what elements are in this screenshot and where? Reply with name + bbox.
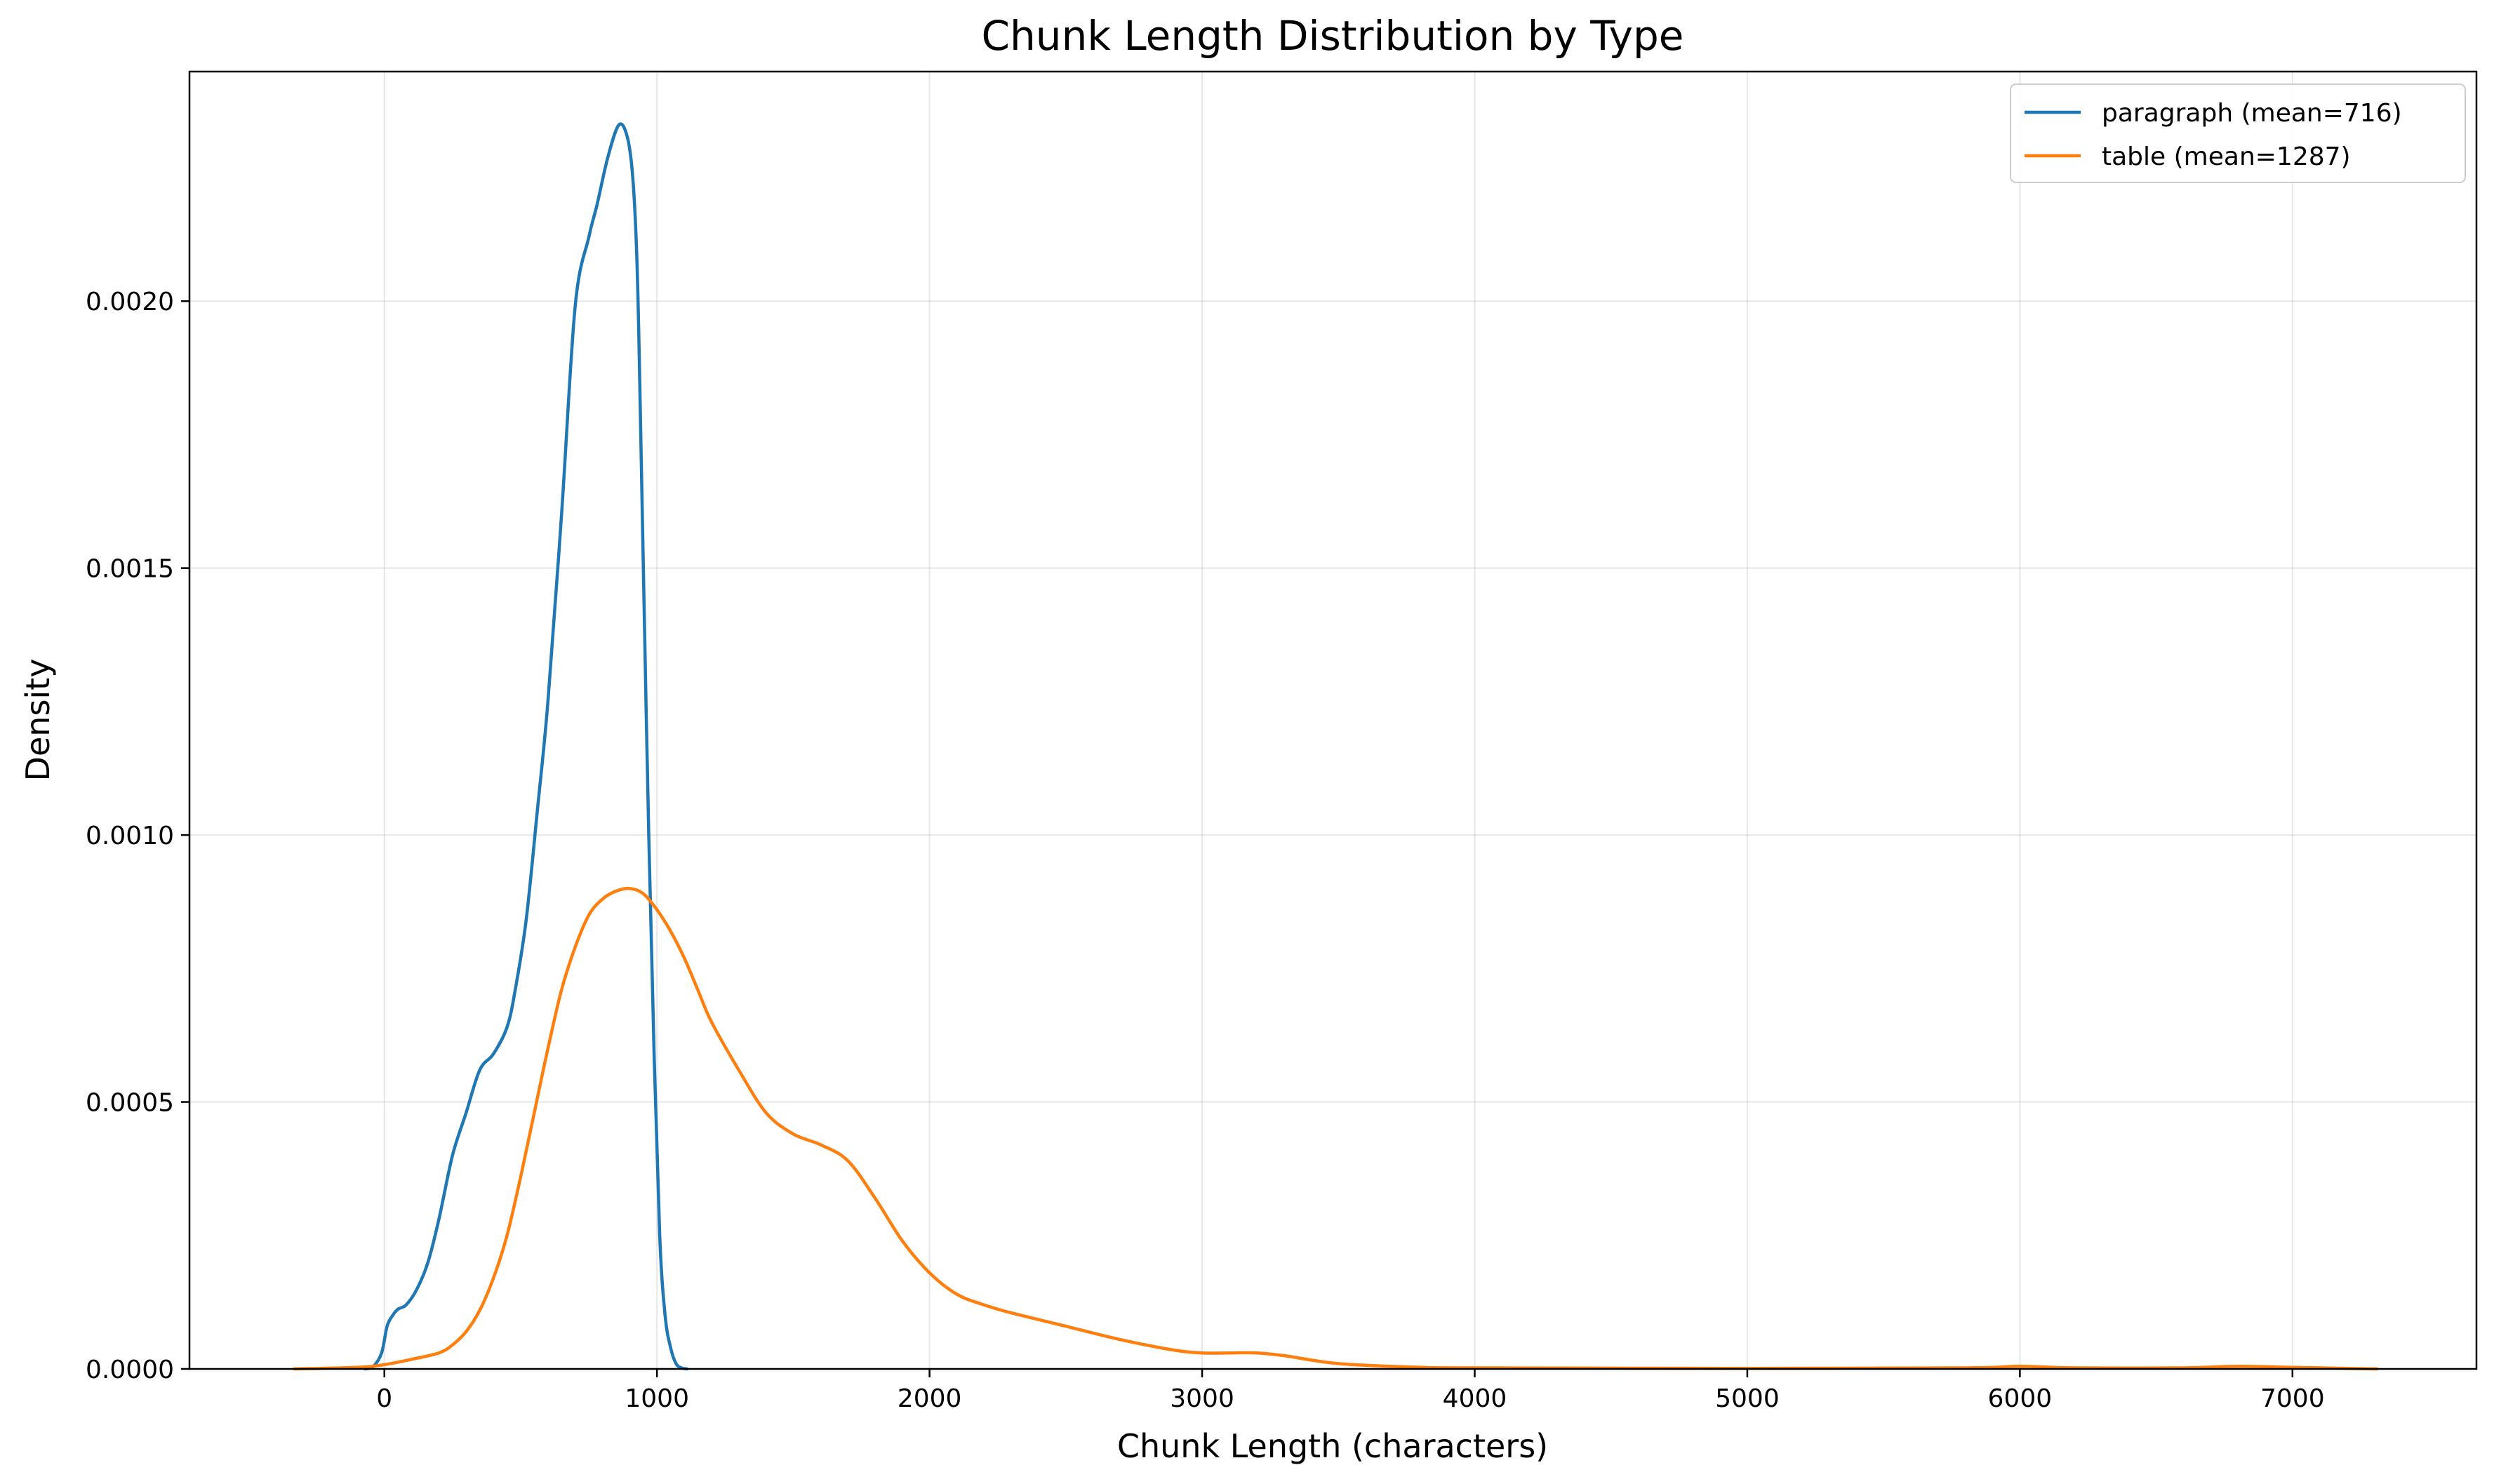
legend-frame [2010, 83, 2466, 183]
x-tick-label: 0 [376, 1384, 392, 1413]
x-tick-label: 7000 [2260, 1384, 2325, 1413]
x-tick-label: 6000 [1988, 1384, 2053, 1413]
x-tick-label: 2000 [898, 1384, 962, 1413]
y-tick-label: 0.0000 [86, 1356, 174, 1384]
series-line-paragraph [364, 122, 689, 1371]
y-tick-label: 0.0015 [86, 555, 174, 584]
legend-label: table (mean=1287) [2102, 142, 2351, 171]
y-axis-label: Density [19, 659, 57, 782]
y-axis-ticks: 0.0000 0.0005 0.0010 0.0015 0.0020 [86, 288, 189, 1384]
x-tick-label: 1000 [625, 1384, 689, 1413]
legend-label: paragraph (mean=716) [2102, 99, 2402, 128]
x-axis-label: Chunk Length (characters) [1117, 1427, 1548, 1465]
y-tick-label: 0.0020 [86, 288, 174, 316]
y-tick-label: 0.0005 [86, 1089, 174, 1118]
chart-title: Chunk Length Distribution by Type [982, 12, 1684, 60]
y-tick-label: 0.0010 [86, 822, 174, 850]
x-tick-label: 3000 [1170, 1384, 1234, 1413]
legend: paragraph (mean=716) table (mean=1287) [2010, 83, 2466, 183]
plot-frame [188, 70, 2478, 1370]
x-axis-ticks: 0 1000 2000 3000 4000 5000 6000 7000 [376, 1369, 2325, 1413]
x-tick-label: 5000 [1715, 1384, 1780, 1413]
x-tick-label: 4000 [1443, 1384, 1507, 1413]
